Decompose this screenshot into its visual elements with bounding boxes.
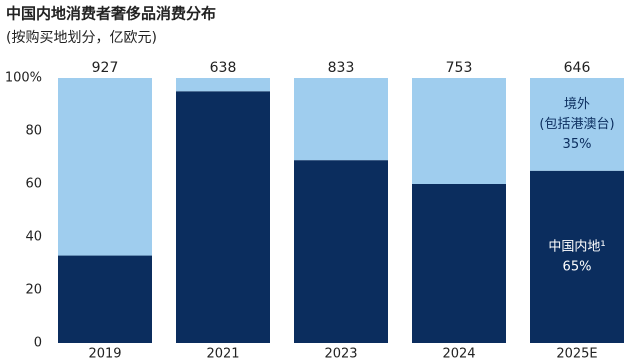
bar-segment	[58, 78, 152, 256]
y-tick-label: 20	[25, 283, 42, 298]
value-label: 35%	[563, 137, 592, 152]
y-tick-label: 60	[25, 177, 42, 192]
x-tick-label: 2024	[442, 347, 475, 361]
chart-title: 中国内地消费者奢侈品消费分布	[6, 5, 216, 23]
bar-segment	[176, 91, 270, 343]
total-label: 646	[564, 60, 591, 76]
chart-subtitle: (按购买地划分，亿欧元)	[6, 30, 157, 46]
x-tick-label: 2021	[206, 347, 239, 361]
y-tick-label: 0	[34, 336, 42, 351]
total-label: 753	[446, 60, 473, 76]
total-label: 638	[210, 60, 237, 76]
series-label: 中国内地¹	[548, 238, 605, 254]
total-label: 927	[92, 60, 119, 76]
bar-segment	[412, 184, 506, 343]
bar-segment	[530, 170, 624, 343]
x-tick-label: 2023	[324, 347, 357, 361]
value-label: 65%	[563, 259, 592, 274]
y-tick-label: 40	[25, 230, 42, 245]
x-tick-label: 2019	[88, 347, 121, 361]
x-tick-label: 2025E	[556, 347, 597, 361]
bar-segment	[412, 78, 506, 184]
series-label: 境外	[564, 97, 590, 112]
bar-segment	[530, 78, 624, 171]
bar-segment	[176, 78, 270, 92]
y-tick-label: 80	[25, 124, 42, 139]
bar-segment	[294, 160, 388, 343]
total-label: 833	[328, 60, 355, 76]
annotation: (包括港澳台)	[539, 116, 614, 132]
y-tick-label: 100%	[5, 71, 42, 86]
bar-segment	[58, 255, 152, 343]
bar-segment	[294, 78, 388, 161]
